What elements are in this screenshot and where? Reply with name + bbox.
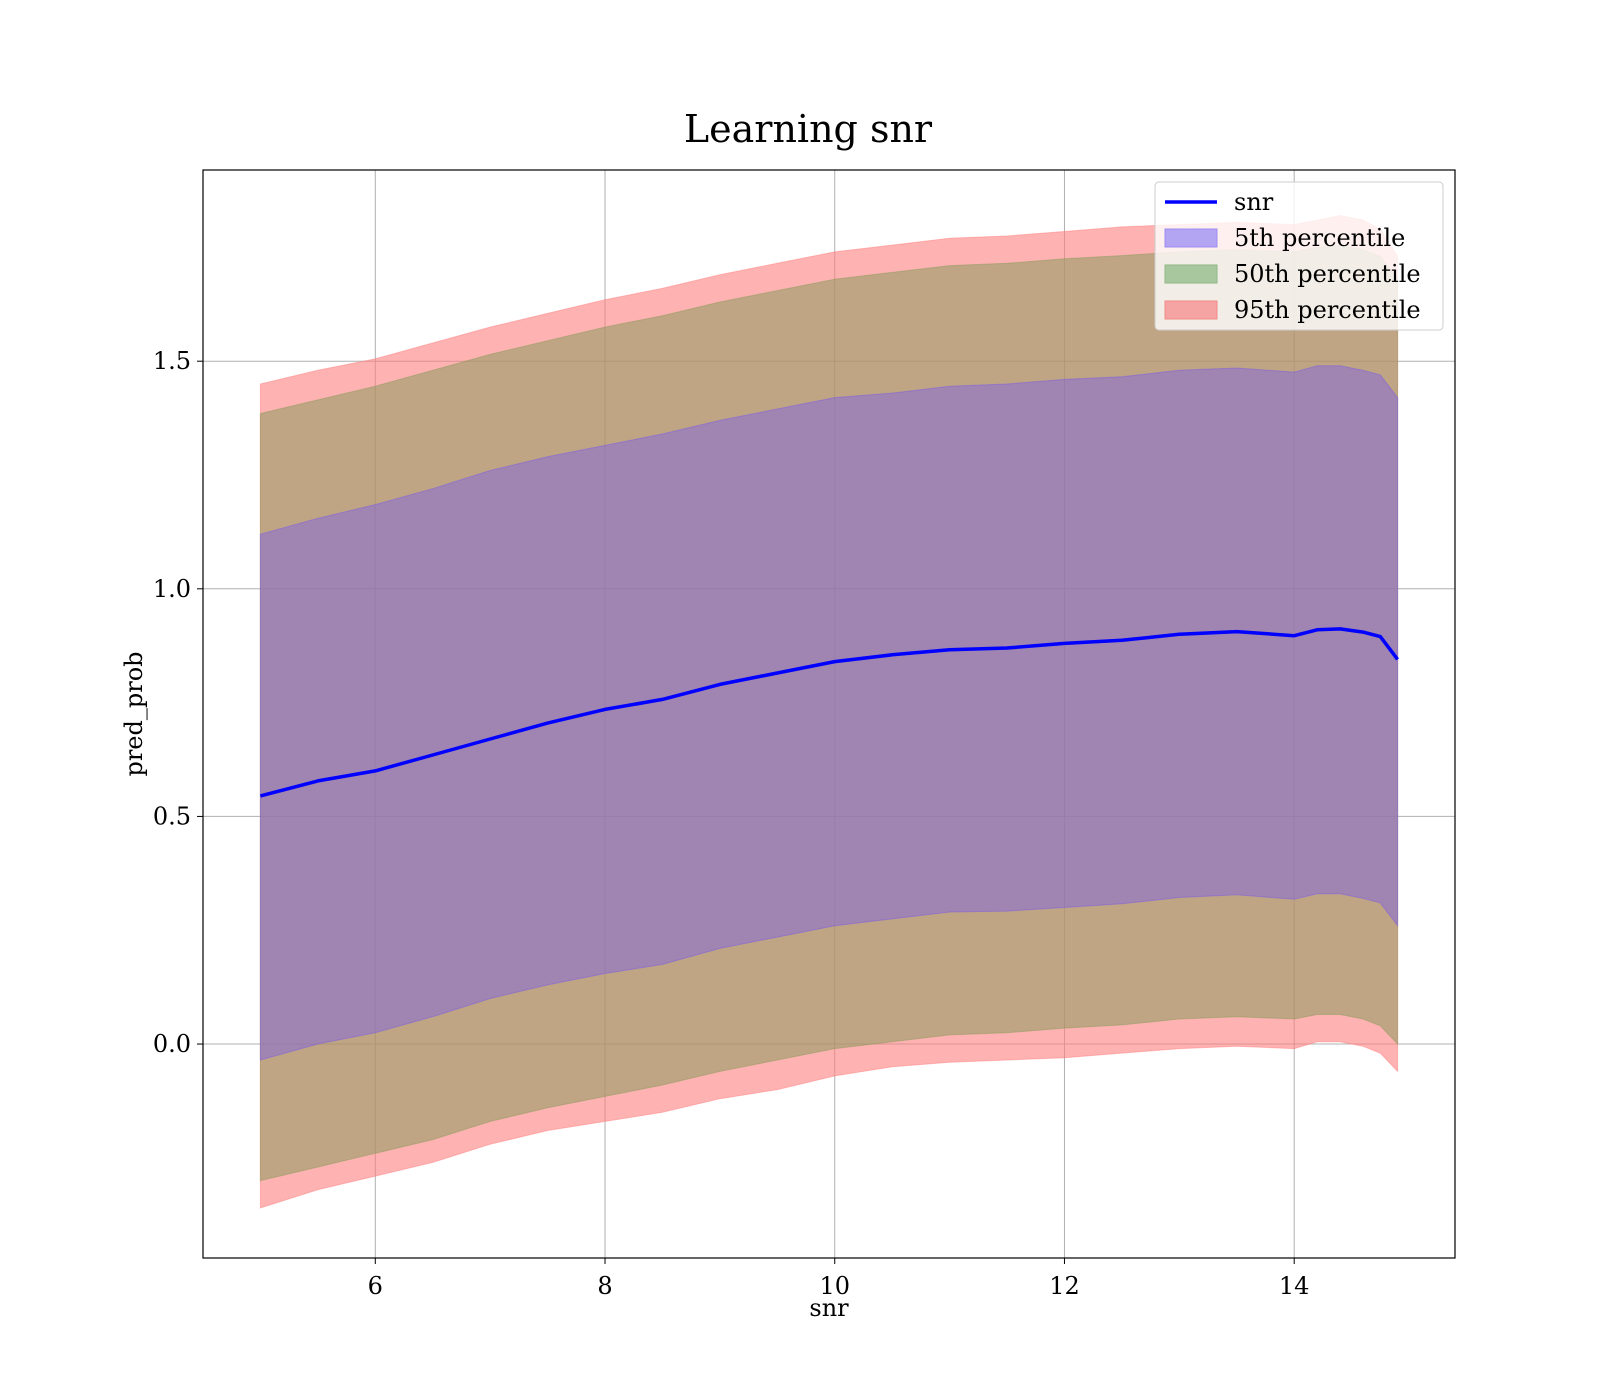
legend-label-50th-percentile: 50th percentile <box>1234 260 1421 288</box>
legend-label-95th-percentile: 95th percentile <box>1234 296 1421 324</box>
x-tick-label: 12 <box>1049 1272 1080 1300</box>
chart-title: Learning snr <box>684 107 933 151</box>
y-axis-label: pred_prob <box>120 651 148 776</box>
line-snr <box>259 627 1399 798</box>
y-tick-label: 0.5 <box>153 802 191 830</box>
legend-swatch-50th-percentile <box>1164 264 1218 284</box>
percentile-bands <box>259 214 1399 1209</box>
x-tick-label: 10 <box>819 1272 850 1300</box>
y-tick-label: 1.0 <box>153 575 191 603</box>
y-tick-label: 0.0 <box>153 1030 191 1058</box>
legend-swatch-95th-percentile <box>1164 300 1218 320</box>
x-tick-label: 14 <box>1279 1272 1310 1300</box>
band-5th-percentile <box>259 365 1399 1061</box>
plot-frame <box>202 169 1456 1259</box>
x-tick-label: 6 <box>368 1272 383 1300</box>
series-lines <box>259 627 1399 798</box>
legend: snr 5th percentile 50th percentile 95th per… <box>1154 181 1444 331</box>
x-axis-label: snr <box>809 1294 849 1322</box>
x-tick-label: 8 <box>597 1272 612 1300</box>
legend-label-5th-percentile: 5th percentile <box>1234 224 1405 252</box>
legend-swatch-5th-percentile <box>1164 228 1218 248</box>
band-50th-percentile <box>259 244 1399 1182</box>
axis-ticks: 6 8 10 12 14 0.0 0.5 1.0 1.5 <box>153 347 1310 1300</box>
legend-box <box>1154 181 1444 331</box>
y-tick-label: 1.5 <box>153 347 191 375</box>
legend-label-snr: snr <box>1234 188 1274 216</box>
